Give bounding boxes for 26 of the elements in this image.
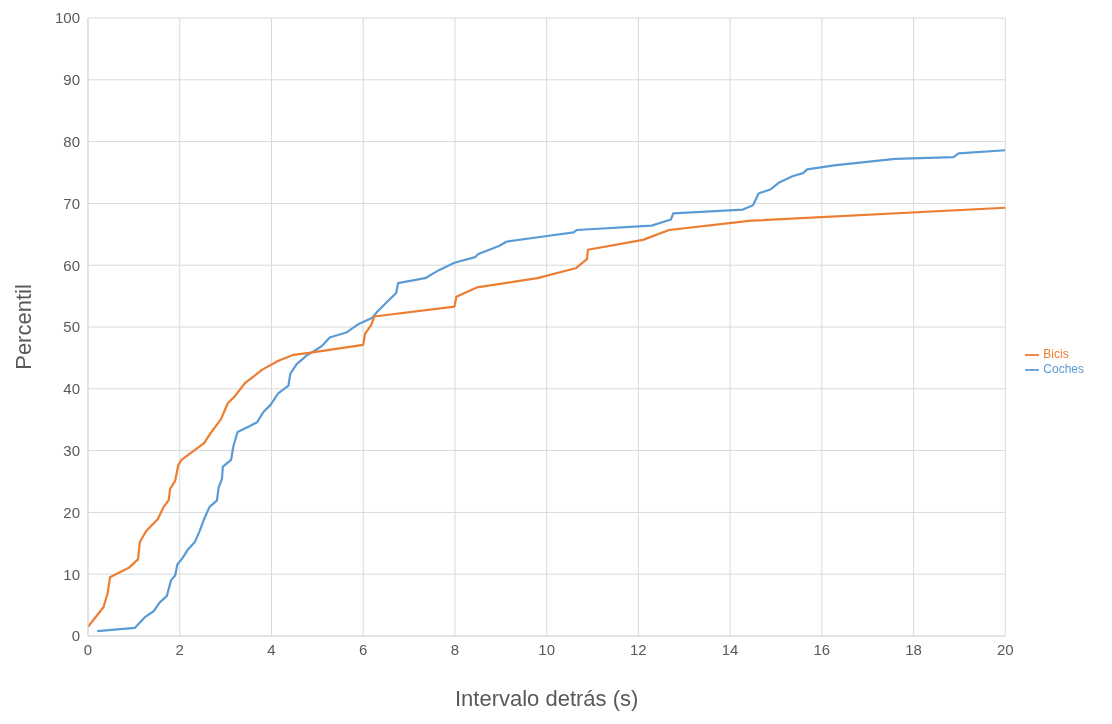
y-tick-label: 30 (63, 441, 80, 459)
y-tick-label: 100 (54, 9, 80, 27)
y-axis-title: Percentil (10, 284, 36, 370)
x-tick-label: 16 (813, 640, 831, 658)
y-tick-label: 10 (63, 565, 80, 583)
y-tick-label: 20 (63, 503, 80, 521)
x-tick-label: 0 (83, 640, 93, 658)
x-tick-label: 8 (450, 640, 460, 658)
y-tick-label: 40 (63, 380, 80, 398)
y-tick-label: 0 (71, 627, 80, 645)
x-tick-label: 4 (267, 640, 276, 658)
x-tick-label: 20 (996, 640, 1014, 658)
x-tick-label: 10 (538, 640, 555, 658)
x-tick-label: 14 (721, 640, 739, 658)
y-tick-label: 70 (63, 194, 80, 212)
legend-label: Bicis (1043, 347, 1069, 362)
legend-label: Coches (1043, 362, 1084, 376)
x-tick-label: 18 (905, 640, 922, 658)
y-tick-label: 50 (63, 318, 80, 336)
x-tick-label: 2 (175, 640, 184, 658)
x-axis-title: Intervalo detrás (s) (454, 686, 639, 711)
x-tick-label: 12 (630, 640, 647, 658)
y-tick-label: 60 (63, 256, 80, 274)
y-tick-label: 80 (63, 132, 80, 150)
x-tick-label: 6 (359, 640, 368, 658)
y-tick-label: 90 (63, 71, 80, 89)
